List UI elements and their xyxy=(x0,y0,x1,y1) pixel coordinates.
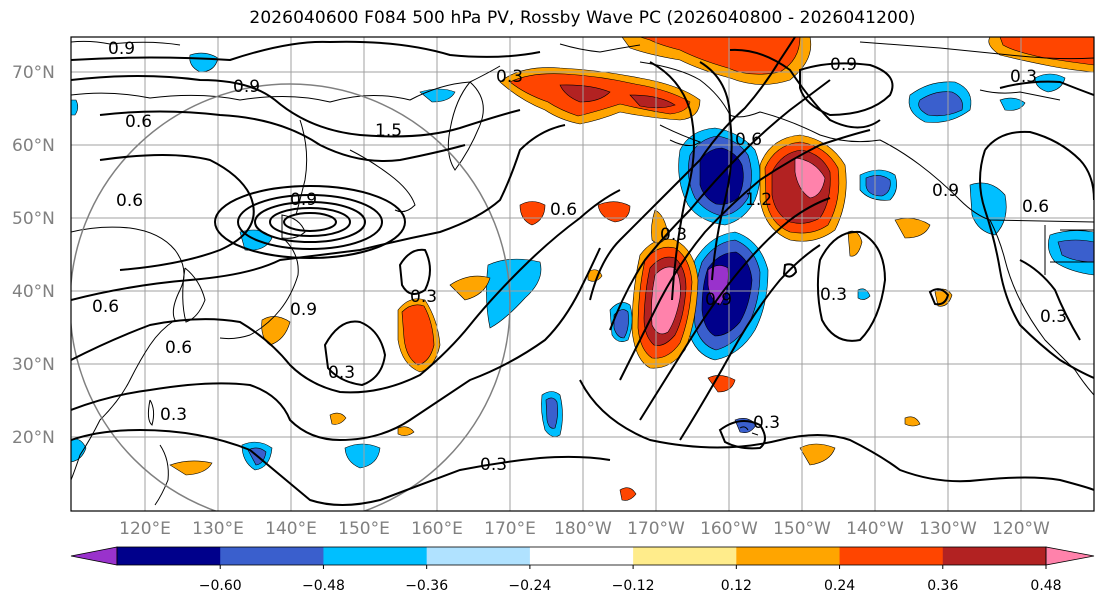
lat-label: 70°N xyxy=(12,63,55,83)
colorbar-cell xyxy=(529,547,634,565)
contour-label: 1.5 xyxy=(375,121,402,141)
colorbar-cell xyxy=(839,547,944,565)
contour-label: 0.3 xyxy=(753,413,780,433)
lon-label: 140°E xyxy=(265,519,317,539)
contour-label: 0.9 xyxy=(108,39,135,59)
colorbar-tick-label: 0.36 xyxy=(927,578,958,594)
colorbar-cell xyxy=(220,547,324,565)
longitude-axis: 120°E 130°E 140°E 150°E 160°E 170°E 180°… xyxy=(119,519,1050,539)
reference-circle xyxy=(71,83,511,511)
lon-label: 140°W xyxy=(846,519,904,539)
contour-label: 0.6 xyxy=(116,191,143,211)
contour-label: 0.6 xyxy=(165,338,192,358)
lon-label: 130°E xyxy=(192,519,244,539)
colorbar-tick-label: 0.48 xyxy=(1030,578,1061,594)
lat-label: 60°N xyxy=(12,136,55,156)
lat-label: 20°N xyxy=(12,428,55,448)
map-title: 2026040600 F084 500 hPa PV, Rossby Wave … xyxy=(249,8,916,28)
colorbar-tick-label: −0.24 xyxy=(508,578,551,594)
lon-label: 180°W xyxy=(554,519,612,539)
contour-label: 0.6 xyxy=(125,112,152,132)
lon-label: 160°W xyxy=(700,519,758,539)
contour-label: 0.3 xyxy=(410,287,437,307)
contour-label: 0.6 xyxy=(1022,197,1049,217)
colorbar-cell xyxy=(426,547,531,565)
contour-label: 0.3 xyxy=(820,285,847,305)
lat-label: 40°N xyxy=(12,282,55,302)
colorbar-cell xyxy=(117,547,221,565)
contour-label: 0.9 xyxy=(233,77,260,97)
contour-label: 0.9 xyxy=(830,55,857,75)
contour-labels: 0.9 0.6 0.9 0.6 1.5 0.9 0.3 0.6 0.3 0.9 … xyxy=(92,39,1067,475)
lon-label: 120°W xyxy=(992,519,1050,539)
colorbar-frame xyxy=(116,546,1047,566)
colorbar-tick-label: −0.36 xyxy=(405,578,448,594)
contour-label: 0.6 xyxy=(92,297,119,317)
lat-label: 50°N xyxy=(12,209,55,229)
lon-label: 150°W xyxy=(773,519,831,539)
pv-contours xyxy=(71,37,1094,506)
colorbar-extend-low xyxy=(70,546,118,566)
contour-label: 0.6 xyxy=(550,200,577,220)
graticule xyxy=(71,37,1094,511)
coastlines xyxy=(71,40,1094,506)
colorbar: −0.60 −0.48 −0.36 −0.24 −0.12 0.12 0.24 0.36 0.4… xyxy=(70,546,1095,594)
lon-label: 150°E xyxy=(338,519,390,539)
latitude-axis: 70°N 60°N 50°N 40°N 30°N 20°N xyxy=(12,63,55,448)
lon-label: 120°E xyxy=(119,519,171,539)
contour-label: 0.3 xyxy=(1010,67,1037,87)
colorbar-tick-label: −0.60 xyxy=(199,578,242,594)
lon-label: 170°W xyxy=(627,519,685,539)
colorbar-tick-label: 0.12 xyxy=(721,578,752,594)
colorbar-cell xyxy=(323,547,428,565)
colorbar-extend-high xyxy=(1045,546,1095,566)
contour-label: 0.3 xyxy=(480,455,507,475)
contour-label: 1.2 xyxy=(745,190,772,210)
contour-label: 0.9 xyxy=(932,181,959,201)
pv-shading xyxy=(71,37,1094,501)
colorbar-cell xyxy=(942,547,1047,565)
contour-label: 0.3 xyxy=(328,363,355,383)
contour-label: 0.3 xyxy=(660,225,687,245)
lon-label: 170°E xyxy=(484,519,536,539)
lat-label: 30°N xyxy=(12,355,55,375)
lon-label: 130°W xyxy=(919,519,977,539)
colorbar-tick-label: 0.24 xyxy=(824,578,855,594)
contour-label: 0.9 xyxy=(705,290,732,310)
contour-label: 0.6 xyxy=(735,130,762,150)
colorbar-tick-label: −0.12 xyxy=(612,578,655,594)
contour-label: 0.3 xyxy=(160,405,187,425)
colorbar-cell xyxy=(736,547,841,565)
colorbar-cell xyxy=(633,547,737,565)
plot-frame xyxy=(70,36,1095,512)
contour-label: 0.9 xyxy=(290,300,317,320)
contour-label: 0.3 xyxy=(1040,307,1067,327)
contour-label: 0.3 xyxy=(496,67,523,87)
colorbar-tick-label: −0.48 xyxy=(302,578,345,594)
contour-label: 0.9 xyxy=(290,190,317,210)
lon-label: 160°E xyxy=(411,519,463,539)
